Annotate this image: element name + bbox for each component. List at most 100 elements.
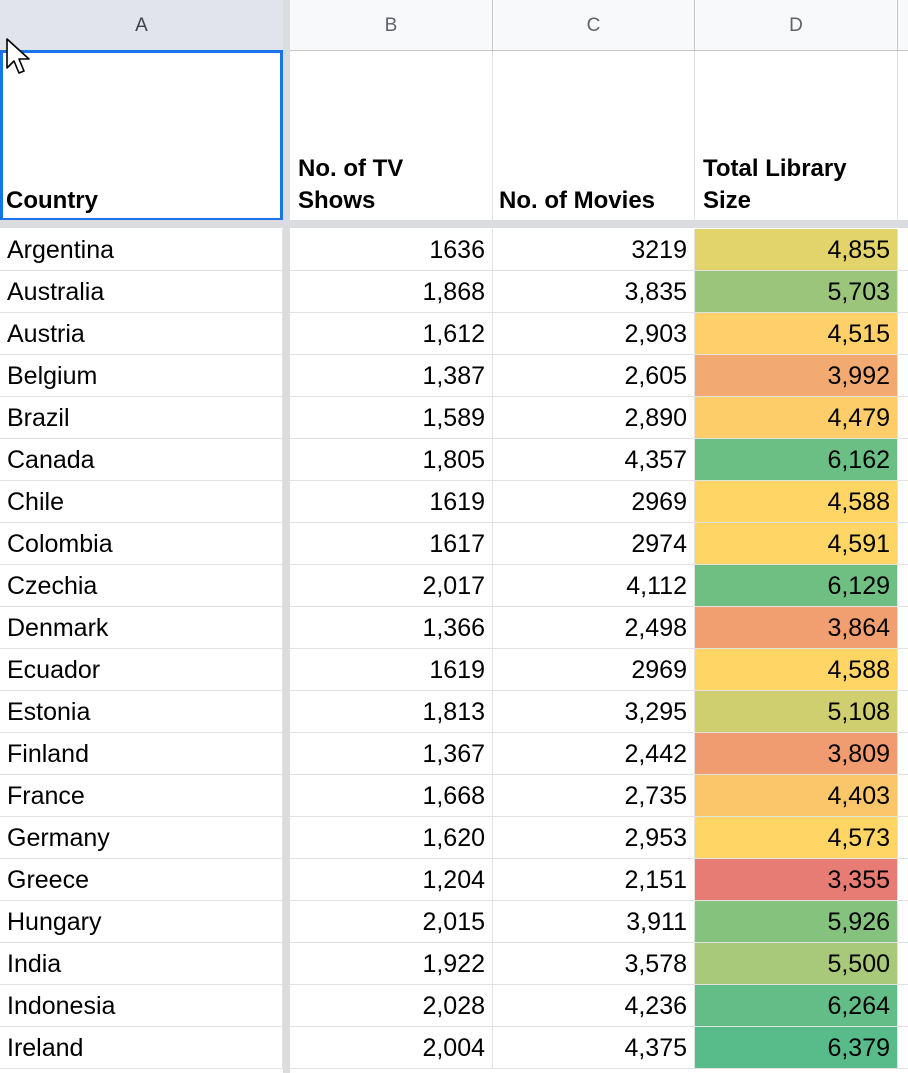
- cell-country[interactable]: Finland: [0, 733, 283, 774]
- cell-total-library-size[interactable]: 6,129: [695, 565, 898, 606]
- header-cell-country[interactable]: Country: [0, 51, 283, 220]
- cell-movies[interactable]: 4,112: [493, 565, 695, 606]
- header-cell-movies[interactable]: No. of Movies: [493, 51, 695, 220]
- cell-country[interactable]: Greece: [0, 859, 283, 900]
- cell-country[interactable]: Colombia: [0, 523, 283, 564]
- cell-tv-shows[interactable]: 1,922: [290, 943, 493, 984]
- cell-total-library-size[interactable]: 5,108: [695, 691, 898, 732]
- column-header-b[interactable]: B: [290, 0, 493, 50]
- cell-movies[interactable]: 3,578: [493, 943, 695, 984]
- cell-country[interactable]: Brazil: [0, 397, 283, 438]
- table-row: Denmark 1,366 2,498 3,864: [0, 607, 908, 649]
- cell-tv-shows[interactable]: 2,028: [290, 985, 493, 1026]
- cell-country[interactable]: Argentina: [0, 229, 283, 270]
- cell-total-library-size[interactable]: 4,573: [695, 817, 898, 858]
- cell-movies[interactable]: 2,903: [493, 313, 695, 354]
- cell-country[interactable]: Belgium: [0, 355, 283, 396]
- cell-total-library-size[interactable]: 5,500: [695, 943, 898, 984]
- cell-movies[interactable]: 2,890: [493, 397, 695, 438]
- column-header-a[interactable]: A: [0, 0, 283, 50]
- cell-country[interactable]: Austria: [0, 313, 283, 354]
- cell-country[interactable]: Czechia: [0, 565, 283, 606]
- cell-total-library-size[interactable]: 3,992: [695, 355, 898, 396]
- cell-tv-shows[interactable]: 1617: [290, 523, 493, 564]
- table-row: Argentina 1636 3219 4,855: [0, 229, 908, 271]
- table-row: Greece 1,204 2,151 3,355: [0, 859, 908, 901]
- cell-movies[interactable]: 3,835: [493, 271, 695, 312]
- cell-movies[interactable]: 4,375: [493, 1027, 695, 1068]
- cell-total-library-size[interactable]: 6,162: [695, 439, 898, 480]
- cell-tv-shows[interactable]: 2,004: [290, 1027, 493, 1068]
- cell-total-library-size[interactable]: 6,264: [695, 985, 898, 1026]
- cell-movies[interactable]: 2,735: [493, 775, 695, 816]
- table-row: Chile 1619 2969 4,588: [0, 481, 908, 523]
- cell-country[interactable]: Germany: [0, 817, 283, 858]
- cell-movies[interactable]: 4,357: [493, 439, 695, 480]
- cell-country[interactable]: Denmark: [0, 607, 283, 648]
- cell-total-library-size[interactable]: 4,403: [695, 775, 898, 816]
- cell-country[interactable]: Hungary: [0, 901, 283, 942]
- table-row: Estonia 1,813 3,295 5,108: [0, 691, 908, 733]
- cell-country[interactable]: Ireland: [0, 1027, 283, 1068]
- frozen-row-divider[interactable]: [0, 220, 908, 228]
- cell-total-library-size[interactable]: 5,926: [695, 901, 898, 942]
- cell-country[interactable]: India: [0, 943, 283, 984]
- cell-country[interactable]: France: [0, 775, 283, 816]
- header-cell-tv-shows[interactable]: No. of TV Shows: [290, 51, 493, 220]
- cell-movies[interactable]: 2,605: [493, 355, 695, 396]
- cell-total-library-size[interactable]: 5,703: [695, 271, 898, 312]
- table-row: Brazil 1,589 2,890 4,479: [0, 397, 908, 439]
- cell-tv-shows[interactable]: 1,612: [290, 313, 493, 354]
- cell-movies[interactable]: 2969: [493, 481, 695, 522]
- cell-total-library-size[interactable]: 3,864: [695, 607, 898, 648]
- cell-movies[interactable]: 4,236: [493, 985, 695, 1026]
- cell-tv-shows[interactable]: 1,366: [290, 607, 493, 648]
- table-row: France 1,668 2,735 4,403: [0, 775, 908, 817]
- cell-tv-shows[interactable]: 1,387: [290, 355, 493, 396]
- cell-movies[interactable]: 2969: [493, 649, 695, 690]
- table-row: Belgium 1,387 2,605 3,992: [0, 355, 908, 397]
- cell-movies[interactable]: 2,442: [493, 733, 695, 774]
- cell-tv-shows[interactable]: 1636: [290, 229, 493, 270]
- cell-total-library-size[interactable]: 4,855: [695, 229, 898, 270]
- cell-tv-shows[interactable]: 1,813: [290, 691, 493, 732]
- cell-tv-shows[interactable]: 1,589: [290, 397, 493, 438]
- cell-total-library-size[interactable]: 4,479: [695, 397, 898, 438]
- cell-tv-shows[interactable]: 2,015: [290, 901, 493, 942]
- cell-total-library-size[interactable]: 4,591: [695, 523, 898, 564]
- cell-country[interactable]: Australia: [0, 271, 283, 312]
- cell-tv-shows[interactable]: 1619: [290, 481, 493, 522]
- cell-movies[interactable]: 2,151: [493, 859, 695, 900]
- cell-country[interactable]: Chile: [0, 481, 283, 522]
- cell-country[interactable]: Estonia: [0, 691, 283, 732]
- cell-total-library-size[interactable]: 6,379: [695, 1027, 898, 1068]
- header-cell-total-library-size[interactable]: Total Library Size: [695, 51, 898, 220]
- cell-movies[interactable]: 2,498: [493, 607, 695, 648]
- cell-total-library-size[interactable]: 4,515: [695, 313, 898, 354]
- cell-total-library-size[interactable]: 3,355: [695, 859, 898, 900]
- column-header-d[interactable]: D: [695, 0, 898, 50]
- cell-movies[interactable]: 2974: [493, 523, 695, 564]
- cell-tv-shows[interactable]: 1619: [290, 649, 493, 690]
- frozen-column-divider[interactable]: [283, 0, 290, 1073]
- cell-total-library-size[interactable]: 3,809: [695, 733, 898, 774]
- cell-country[interactable]: Indonesia: [0, 985, 283, 1026]
- cell-tv-shows[interactable]: 1,620: [290, 817, 493, 858]
- cell-movies[interactable]: 3219: [493, 229, 695, 270]
- data-rows: Argentina 1636 3219 4,855 Australia 1,868 3,83…: [0, 229, 908, 1069]
- cell-tv-shows[interactable]: 1,868: [290, 271, 493, 312]
- cell-total-library-size[interactable]: 4,588: [695, 481, 898, 522]
- cell-movies[interactable]: 2,953: [493, 817, 695, 858]
- cell-country[interactable]: Ecuador: [0, 649, 283, 690]
- cell-tv-shows[interactable]: 2,017: [290, 565, 493, 606]
- cell-country[interactable]: Canada: [0, 439, 283, 480]
- mouse-pointer-icon: [6, 38, 30, 74]
- cell-tv-shows[interactable]: 1,668: [290, 775, 493, 816]
- cell-movies[interactable]: 3,295: [493, 691, 695, 732]
- cell-tv-shows[interactable]: 1,805: [290, 439, 493, 480]
- cell-tv-shows[interactable]: 1,367: [290, 733, 493, 774]
- cell-movies[interactable]: 3,911: [493, 901, 695, 942]
- cell-total-library-size[interactable]: 4,588: [695, 649, 898, 690]
- cell-tv-shows[interactable]: 1,204: [290, 859, 493, 900]
- column-header-c[interactable]: C: [493, 0, 695, 50]
